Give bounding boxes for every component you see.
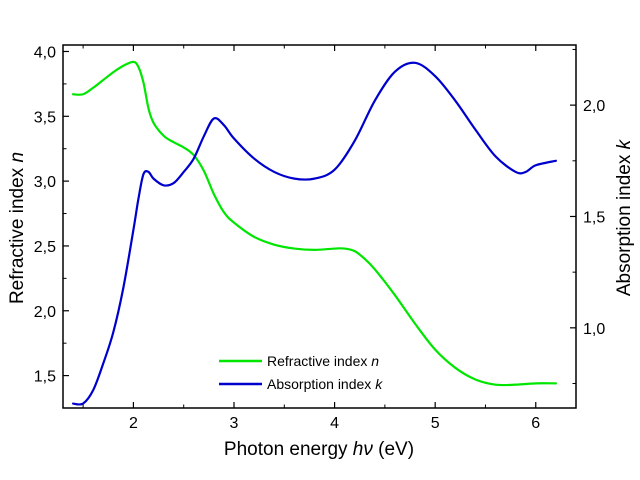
legend: Refractive index n Absorption index k (219, 353, 383, 392)
axis-title-part: Absorption index (614, 149, 635, 296)
axis-title-part: Photon energy (224, 439, 353, 460)
x-tick-label: 5 (431, 415, 440, 432)
y-left-tick-label: 2,5 (34, 239, 56, 256)
y-left-tick-label: 3,0 (34, 174, 56, 191)
legend-label-text: Absorption index (267, 376, 375, 392)
axis-title-part: (eV) (373, 439, 414, 460)
legend-label-symbol: k (375, 376, 383, 392)
x-tick-label: 4 (330, 415, 339, 432)
series-line-absorption-index (71, 61, 557, 406)
y-left-tick-label: 2,0 (34, 304, 56, 321)
legend-label-symbol: n (371, 353, 379, 369)
x-axis-ticks: 2 3 4 5 6 (82, 45, 540, 432)
plot-frame (62, 44, 577, 409)
y-left-tick-label: 4,0 (34, 44, 56, 61)
y-right-axis-title: Absorption index k (614, 138, 635, 296)
axis-title-part: n (7, 152, 28, 163)
y-left-tick-label: 3,5 (34, 109, 56, 126)
y-right-tick-label: 1,5 (583, 209, 605, 226)
axis-title-part: hν (353, 439, 374, 460)
y-right-tick-label: 1,0 (583, 321, 605, 338)
axis-title-part: Refractive index (7, 163, 28, 305)
y-left-axis-ticks: 1,5 2,0 2,5 3,0 3,5 4,0 (34, 44, 69, 409)
x-axis-title: Photon energy hν (eV) (224, 439, 414, 460)
series-line-refractive-index (71, 60, 557, 387)
legend-label: Refractive index n (267, 353, 379, 369)
y-left-axis-title: Refractive index n (7, 152, 28, 304)
legend-label: Absorption index k (267, 376, 383, 392)
y-right-axis-ticks: 1,0 1,5 2,0 (570, 48, 605, 385)
y-right-tick-label: 2,0 (583, 98, 605, 115)
series-layer (71, 60, 557, 406)
y-left-tick-label: 1,5 (34, 369, 56, 386)
x-tick-label: 3 (230, 415, 239, 432)
x-tick-label: 2 (129, 415, 138, 432)
legend-label-text: Refractive index (267, 353, 371, 369)
axis-title-part: k (614, 138, 635, 149)
x-tick-label: 6 (531, 415, 540, 432)
